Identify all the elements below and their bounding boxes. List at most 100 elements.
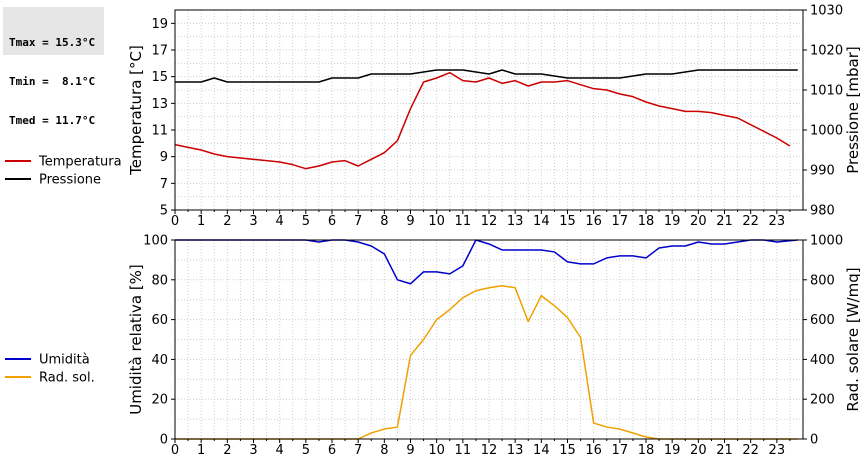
x-tick-label: 23 bbox=[769, 443, 786, 458]
right-tick-label: 800 bbox=[810, 273, 835, 288]
x-tick-label: 17 bbox=[612, 443, 629, 458]
bottom-x-ticks: 0 1 2 3 4 5 6 7 8 9 10 11 12 13 14 15 16 17 18 19 20 21 22 23 bbox=[171, 439, 791, 458]
top-legend: Temperatura Pressione bbox=[5, 155, 122, 188]
left-tick-label: 0 bbox=[160, 433, 168, 448]
bottom-legend: Umidità Rad. sol. bbox=[5, 353, 95, 386]
bottom-right-ticks: 0 200 400 600 800 1000 bbox=[803, 234, 843, 448]
left-tick-label: 19 bbox=[151, 17, 168, 32]
left-tick-label: 20 bbox=[151, 393, 168, 408]
left-tick-label: 15 bbox=[151, 70, 168, 85]
right-tick-label: 1030 bbox=[810, 4, 843, 19]
x-tick-label: 13 bbox=[507, 214, 524, 229]
x-tick-label: 13 bbox=[507, 443, 524, 458]
x-tick-label: 9 bbox=[406, 443, 414, 458]
x-tick-label: 11 bbox=[455, 214, 472, 229]
x-tick-label: 8 bbox=[380, 214, 388, 229]
left-tick-label: 60 bbox=[151, 313, 168, 328]
x-tick-label: 22 bbox=[742, 214, 759, 229]
x-tick-label: 19 bbox=[664, 443, 681, 458]
x-tick-label: 6 bbox=[328, 443, 336, 458]
x-tick-label: 18 bbox=[638, 214, 655, 229]
left-tick-label: 13 bbox=[151, 97, 168, 112]
left-tick-label: 11 bbox=[151, 124, 168, 139]
left-tick-label: 9 bbox=[160, 150, 168, 165]
x-tick-label: 0 bbox=[171, 443, 179, 458]
legend-label-temperatura: Temperatura bbox=[38, 155, 122, 170]
x-tick-label: 7 bbox=[354, 443, 362, 458]
x-tick-label: 15 bbox=[559, 443, 576, 458]
series-line-pressione bbox=[175, 69, 798, 83]
x-tick-label: 10 bbox=[428, 443, 445, 458]
x-tick-label: 3 bbox=[249, 443, 257, 458]
x-tick-label: 15 bbox=[559, 214, 576, 229]
right-tick-label: 1020 bbox=[810, 44, 843, 59]
tmin-value: Tmin = 8.1°C bbox=[9, 75, 96, 88]
bottom-grid bbox=[174, 239, 804, 440]
x-tick-label: 2 bbox=[223, 443, 231, 458]
x-tick-label: 16 bbox=[585, 443, 602, 458]
x-tick-label: 12 bbox=[481, 443, 498, 458]
x-tick-label: 1 bbox=[197, 214, 205, 229]
top-right-ticks: 980 990 1000 1010 1020 1030 bbox=[803, 4, 843, 219]
series-line-umidita bbox=[175, 239, 798, 285]
x-tick-label: 11 bbox=[455, 443, 472, 458]
tmed-value: Tmed = 11.7°C bbox=[9, 114, 96, 127]
x-tick-label: 2 bbox=[223, 214, 231, 229]
x-tick-label: 0 bbox=[171, 214, 179, 229]
x-tick-label: 17 bbox=[612, 214, 629, 229]
humidity-radiation-chart: 0 1 2 3 4 5 6 7 8 9 10 11 12 13 14 15 16 17 18 19 20 21 22 23 0… bbox=[5, 234, 860, 458]
top-x-ticks: 0 1 2 3 4 5 6 7 8 9 10 11 12 13 14 15 16 17 18 19 20 21 22 23 bbox=[171, 210, 791, 229]
temperature-pressure-chart: 0 1 2 3 4 5 6 7 8 9 10 11 12 13 14 15 16 17 18 19 20 21 22 23 5… bbox=[5, 4, 860, 229]
tmax-value: Tmax = 15.3°C bbox=[9, 36, 96, 49]
x-tick-label: 4 bbox=[276, 443, 284, 458]
x-tick-label: 5 bbox=[302, 443, 310, 458]
top-grid bbox=[174, 9, 804, 211]
series-line-rad-sol bbox=[175, 285, 798, 440]
top-left-ticks: 5 7 9 11 13 15 17 19 bbox=[151, 17, 175, 219]
bottom-left-ticks: 0 20 40 60 80 100 bbox=[143, 234, 175, 448]
x-tick-label: 21 bbox=[716, 214, 733, 229]
left-tick-label: 80 bbox=[151, 273, 168, 288]
left-tick-label: 100 bbox=[143, 234, 168, 249]
series-line-temperatura bbox=[174, 71, 791, 170]
x-tick-label: 20 bbox=[690, 214, 707, 229]
right-tick-label: 600 bbox=[810, 313, 835, 328]
x-tick-label: 1 bbox=[197, 443, 205, 458]
x-tick-label: 6 bbox=[328, 214, 336, 229]
x-tick-label: 16 bbox=[585, 214, 602, 229]
right-tick-label: 980 bbox=[810, 204, 835, 219]
right-tick-label: 0 bbox=[810, 433, 818, 448]
x-tick-label: 5 bbox=[302, 214, 310, 229]
legend-label-pressione: Pressione bbox=[39, 173, 101, 188]
x-tick-label: 14 bbox=[533, 214, 550, 229]
x-tick-label: 22 bbox=[742, 443, 759, 458]
right-tick-label: 400 bbox=[810, 353, 835, 368]
top-left-axis-label: Temperatura [°C] bbox=[127, 45, 145, 176]
x-tick-label: 19 bbox=[664, 214, 681, 229]
right-tick-label: 1000 bbox=[810, 124, 843, 139]
legend-label-rad-sol: Rad. sol. bbox=[39, 371, 95, 386]
x-tick-label: 7 bbox=[354, 214, 362, 229]
legend-label-umidita: Umidità bbox=[39, 353, 90, 368]
x-tick-label: 14 bbox=[533, 443, 550, 458]
bottom-left-axis-label: Umidità relativa [%] bbox=[127, 264, 145, 415]
x-tick-label: 4 bbox=[276, 214, 284, 229]
x-tick-label: 8 bbox=[380, 443, 388, 458]
right-tick-label: 990 bbox=[810, 164, 835, 179]
top-series bbox=[174, 69, 798, 170]
x-tick-label: 20 bbox=[690, 443, 707, 458]
x-tick-label: 9 bbox=[406, 214, 414, 229]
left-tick-label: 17 bbox=[151, 44, 168, 59]
x-tick-label: 21 bbox=[716, 443, 733, 458]
right-tick-label: 1010 bbox=[810, 84, 843, 99]
x-tick-label: 23 bbox=[769, 214, 786, 229]
right-tick-label: 1000 bbox=[810, 234, 843, 249]
bottom-right-axis-label: Rad. solare [W/mq] bbox=[844, 267, 860, 411]
left-tick-label: 5 bbox=[160, 204, 168, 219]
top-right-axis-label: Pressione [mbar] bbox=[844, 46, 860, 174]
left-tick-label: 7 bbox=[160, 177, 168, 192]
x-tick-label: 18 bbox=[638, 443, 655, 458]
left-tick-label: 40 bbox=[151, 353, 168, 368]
stats-box: Tmax = 15.3°C Tmin = 8.1°C Tmed = 11.7°C bbox=[3, 7, 104, 127]
